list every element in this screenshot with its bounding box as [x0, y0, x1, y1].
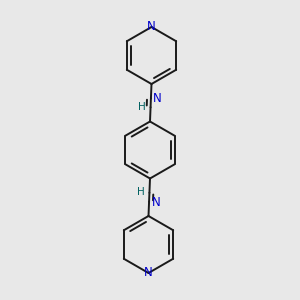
Text: H: H	[137, 188, 145, 197]
Text: N: N	[152, 196, 160, 208]
Text: N: N	[144, 266, 153, 280]
Text: N: N	[147, 20, 156, 34]
Text: H: H	[138, 102, 146, 112]
Text: N: N	[153, 92, 162, 105]
